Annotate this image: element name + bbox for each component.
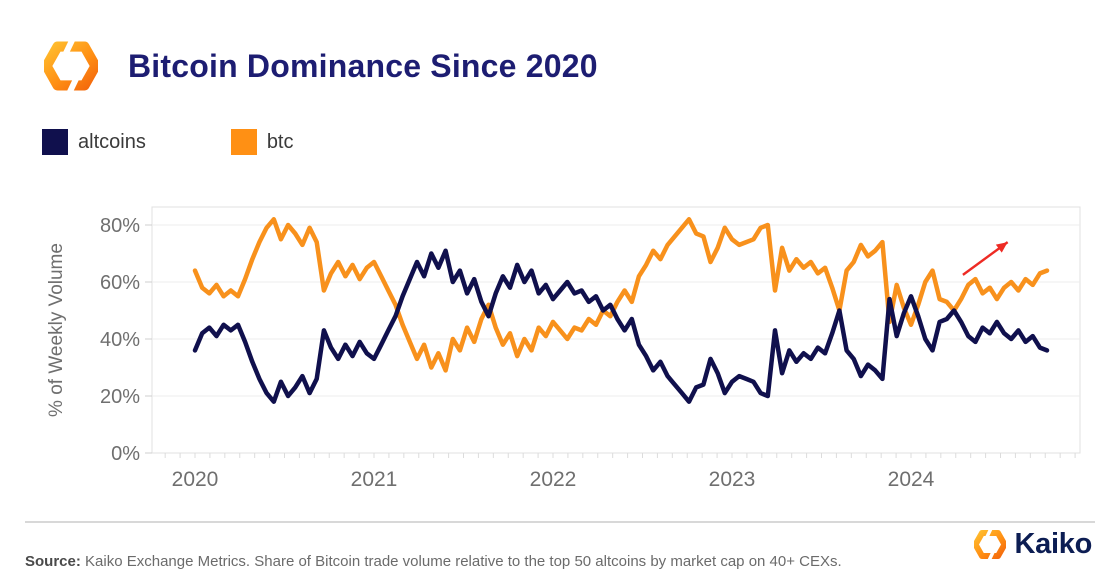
y-tick-label: 40% (100, 329, 140, 351)
x-tick-label: 2024 (888, 468, 935, 491)
chart-title: Bitcoin Dominance Since 2020 (128, 47, 598, 84)
trend-arrow-head (995, 242, 1008, 253)
y-tick-label: 80% (100, 215, 140, 237)
chart-header: Bitcoin Dominance Since 2020 (44, 38, 598, 94)
btc-swatch-icon (230, 129, 257, 155)
legend-label: btc (266, 130, 294, 153)
x-tick-label: 2022 (530, 468, 577, 491)
kaiko-brand: Kaiko (974, 528, 1092, 561)
y-tick-label: 20% (100, 386, 140, 408)
altcoins-swatch-icon (42, 129, 68, 155)
footer-divider (25, 521, 1095, 523)
y-tick-label: 60% (100, 272, 140, 294)
y-tick-label: 0% (111, 443, 140, 465)
source-note: Source: Kaiko Exchange Metrics. Share of… (25, 553, 842, 570)
source-text: Kaiko Exchange Metrics. Share of Bitcoin… (80, 553, 842, 570)
line-chart: 0% 20% 40% 60% 80% 2020 2021 2022 2023 2024 % of W… (46, 206, 1081, 491)
altcoins-line (192, 248, 1050, 404)
y-axis-title: % of Weekly Volume (46, 243, 67, 417)
legend-label: altcoins (78, 130, 146, 153)
x-tick-label: 2021 (351, 468, 398, 491)
source-label: Source: (25, 553, 81, 570)
legend-item-btc[interactable]: btc (230, 129, 294, 155)
plot-area (151, 206, 1081, 454)
x-tick-label: 2020 (172, 468, 219, 491)
x-tick-label: 2023 (709, 468, 756, 491)
legend-item-altcoins[interactable]: altcoins (42, 129, 146, 155)
chart-legend: altcoins btc (42, 129, 379, 155)
brand-wordmark: Kaiko (1014, 528, 1093, 560)
kaiko-logo-icon-small (974, 528, 1006, 561)
